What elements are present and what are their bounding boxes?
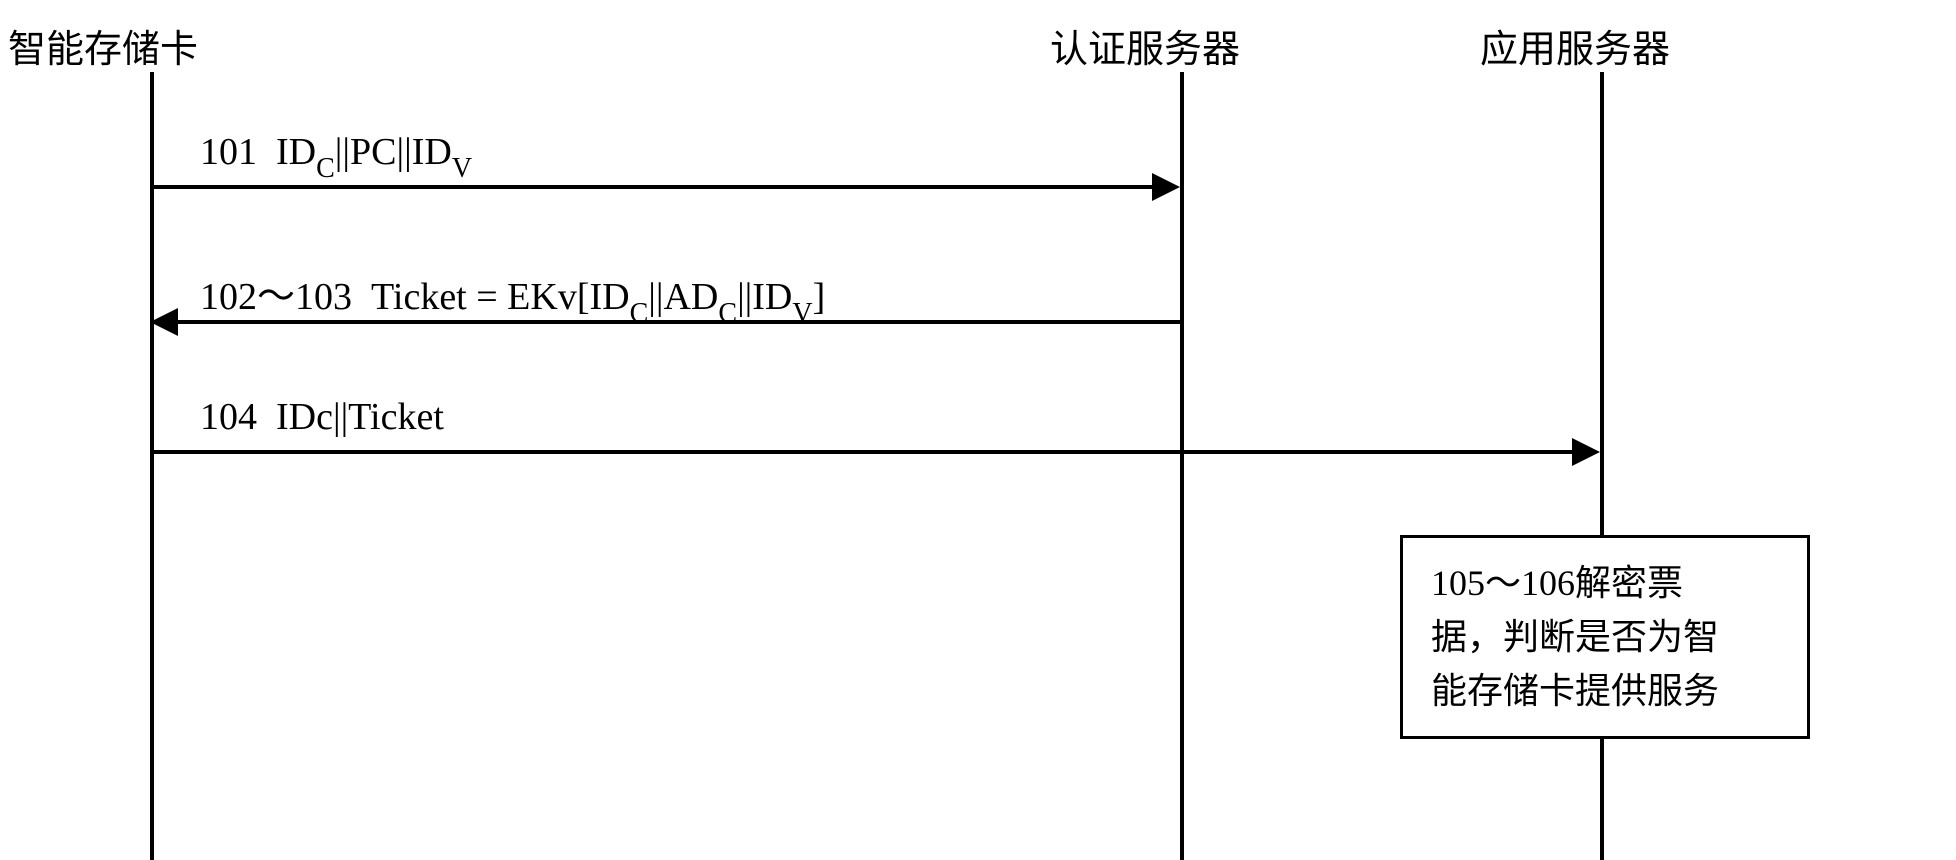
message-1-arrow (152, 185, 1152, 189)
msg1-pc: ||PC||ID (335, 131, 452, 173)
note-line2: 据，判断是否为智 (1431, 610, 1779, 664)
note-line1-text: 解密票 (1575, 563, 1683, 603)
msg1-idv-sub: V (452, 153, 472, 184)
participant-app-label: 应用服务器 (1480, 18, 1670, 73)
note-line1: 105～106解密票 (1431, 556, 1779, 610)
lifeline-app (1600, 72, 1604, 860)
note-box: 105～106解密票 据，判断是否为智 能存储卡提供服务 (1400, 535, 1810, 739)
message-2-text: 102～103 Ticket = EKv[IDC||ADC||IDV] (200, 265, 825, 326)
sequence-diagram: 智能存储卡 认证服务器 应用服务器 101 IDC||PC||IDV 102～1… (0, 0, 1956, 860)
msg1-num: 101 (200, 131, 257, 173)
lifeline-smartcard (150, 72, 154, 860)
message-3-text: 104 IDc||Ticket (200, 395, 444, 439)
msg3-num: 104 (200, 396, 257, 438)
msg2-ad: ||AD (648, 276, 718, 318)
message-1-arrowhead (1152, 173, 1180, 201)
participant-auth-label: 认证服务器 (1050, 18, 1240, 73)
message-3-arrow (152, 450, 1572, 454)
note-line1-num: 105～106 (1431, 563, 1575, 603)
message-2-arrow (178, 320, 1182, 324)
msg2-idv: ||ID (737, 276, 792, 318)
msg3-idc: IDc||Ticket (276, 396, 444, 438)
participant-smartcard-label: 智能存储卡 (8, 18, 198, 73)
msg2-num: 102～103 (200, 276, 352, 318)
message-2-arrowhead (150, 308, 178, 336)
msg1-idc-sub: C (316, 153, 335, 184)
message-1-text: 101 IDC||PC||IDV (200, 130, 472, 181)
message-3-arrowhead (1572, 438, 1600, 466)
msg2-ticket: Ticket = EKv[ID (371, 276, 630, 318)
msg1-idc: ID (276, 131, 316, 173)
lifeline-auth (1180, 72, 1184, 860)
msg2-close: ] (813, 276, 826, 318)
note-line3: 能存储卡提供服务 (1431, 664, 1779, 718)
